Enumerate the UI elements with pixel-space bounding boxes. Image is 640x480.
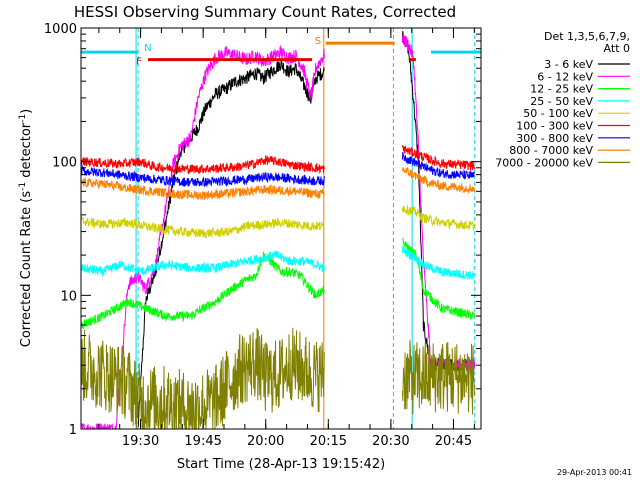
x-tick-label: 20:45 <box>435 434 472 449</box>
x-axis-label: Start Time (28-Apr-13 19:15:42) <box>177 457 385 472</box>
legend-label: 50 - 100 keV <box>523 107 593 120</box>
y-axis-label-base: Corrected Count Rate (s <box>19 191 34 348</box>
legend-label: 800 - 7000 keV <box>509 144 593 157</box>
saa-flag-label: S <box>315 36 321 47</box>
y-axis-label-mid: detector <box>19 122 34 182</box>
y-tick-label: 10 <box>60 289 77 304</box>
generation-timestamp: 29-Apr-2013 00:41 <box>557 468 632 477</box>
legend-header-detectors: Det 1,3,5,6,7,9, <box>544 30 630 43</box>
legend-header-attenuator: Att 0 <box>604 42 630 55</box>
series-line-6 <box>81 151 475 188</box>
legend-label: 12 - 25 keV <box>530 83 593 96</box>
y-tick-label: 1000 <box>44 22 77 37</box>
legend-label: 3 - 6 keV <box>544 58 593 71</box>
series-line-4 <box>81 204 475 239</box>
series-line-8 <box>81 327 475 429</box>
legend-label: 25 - 50 keV <box>530 95 593 108</box>
y-axis-label-sup2: -1 <box>18 114 28 123</box>
series-line-7 <box>81 166 475 201</box>
x-tick-label: 19:45 <box>184 434 221 449</box>
x-tick-label: 20:00 <box>247 434 284 449</box>
x-tick-label: 20:15 <box>310 434 347 449</box>
legend-label: 100 - 300 keV <box>516 120 593 133</box>
chart-title: HESSI Observing Summary Count Rates, Cor… <box>74 3 456 21</box>
series-line-3 <box>81 245 475 281</box>
y-tick-label: 100 <box>52 156 77 171</box>
night-flag-label: N <box>144 43 151 54</box>
y-tick-label: 1 <box>69 423 77 438</box>
series-line-5 <box>81 145 475 175</box>
legend-label: 300 - 800 keV <box>516 132 593 145</box>
flare-flag-label: F <box>136 57 142 68</box>
x-tick-label: 20:30 <box>372 434 409 449</box>
plot-frame <box>80 27 482 430</box>
legend-label: 6 - 12 keV <box>537 70 593 83</box>
legend-label: 7000 - 20000 keV <box>495 156 593 169</box>
y-axis-label-sup1: -1 <box>18 182 28 191</box>
y-axis-label-end: ) <box>19 109 34 114</box>
x-tick-label: 19:30 <box>122 434 159 449</box>
series-line-2 <box>81 237 475 330</box>
y-axis-label: Corrected Count Rate (s-1 detector-1) <box>18 109 34 347</box>
